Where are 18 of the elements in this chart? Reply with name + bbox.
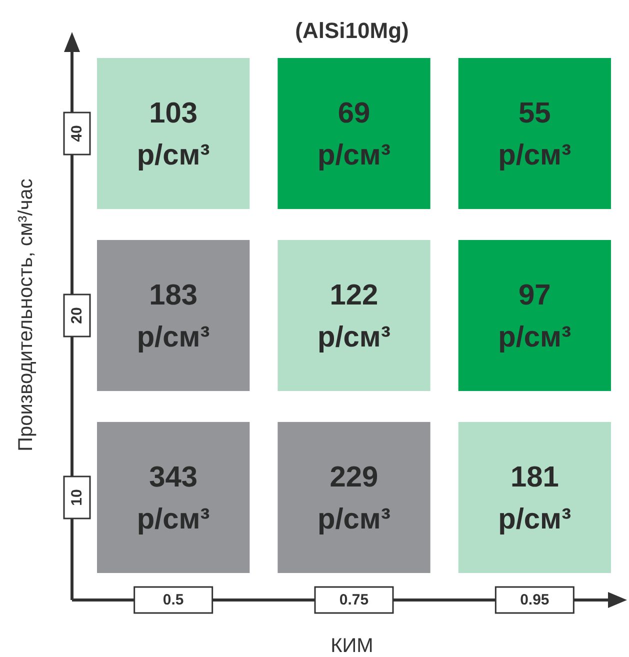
data-label: 69 р/см³ — [317, 98, 391, 172]
x-tick-label: 0.5 — [162, 592, 184, 608]
x-tick-label: 0.75 — [339, 592, 369, 608]
data-label: 97 р/см³ — [498, 280, 572, 354]
data-label: 55 р/см³ — [498, 98, 572, 172]
y-axis-title: Производительность, см³/час — [15, 178, 37, 452]
data-label: 343 р/см³ — [136, 461, 210, 536]
data-label: 181 р/см³ — [498, 461, 572, 536]
data-label: 122 р/см³ — [317, 280, 391, 354]
y-tick-label: 20 — [68, 307, 86, 324]
data-label: 103 р/см³ — [136, 98, 210, 172]
data-label: 183 р/см³ — [136, 280, 210, 354]
y-tick-label: 10 — [68, 489, 86, 506]
y-tick-label: 40 — [68, 125, 86, 142]
data-label: 229 р/см³ — [317, 461, 391, 536]
x-axis-title: КИМ — [330, 635, 374, 657]
x-tick-label: 0.95 — [520, 592, 550, 608]
chart-title: (AlSi10Mg) — [295, 18, 409, 43]
